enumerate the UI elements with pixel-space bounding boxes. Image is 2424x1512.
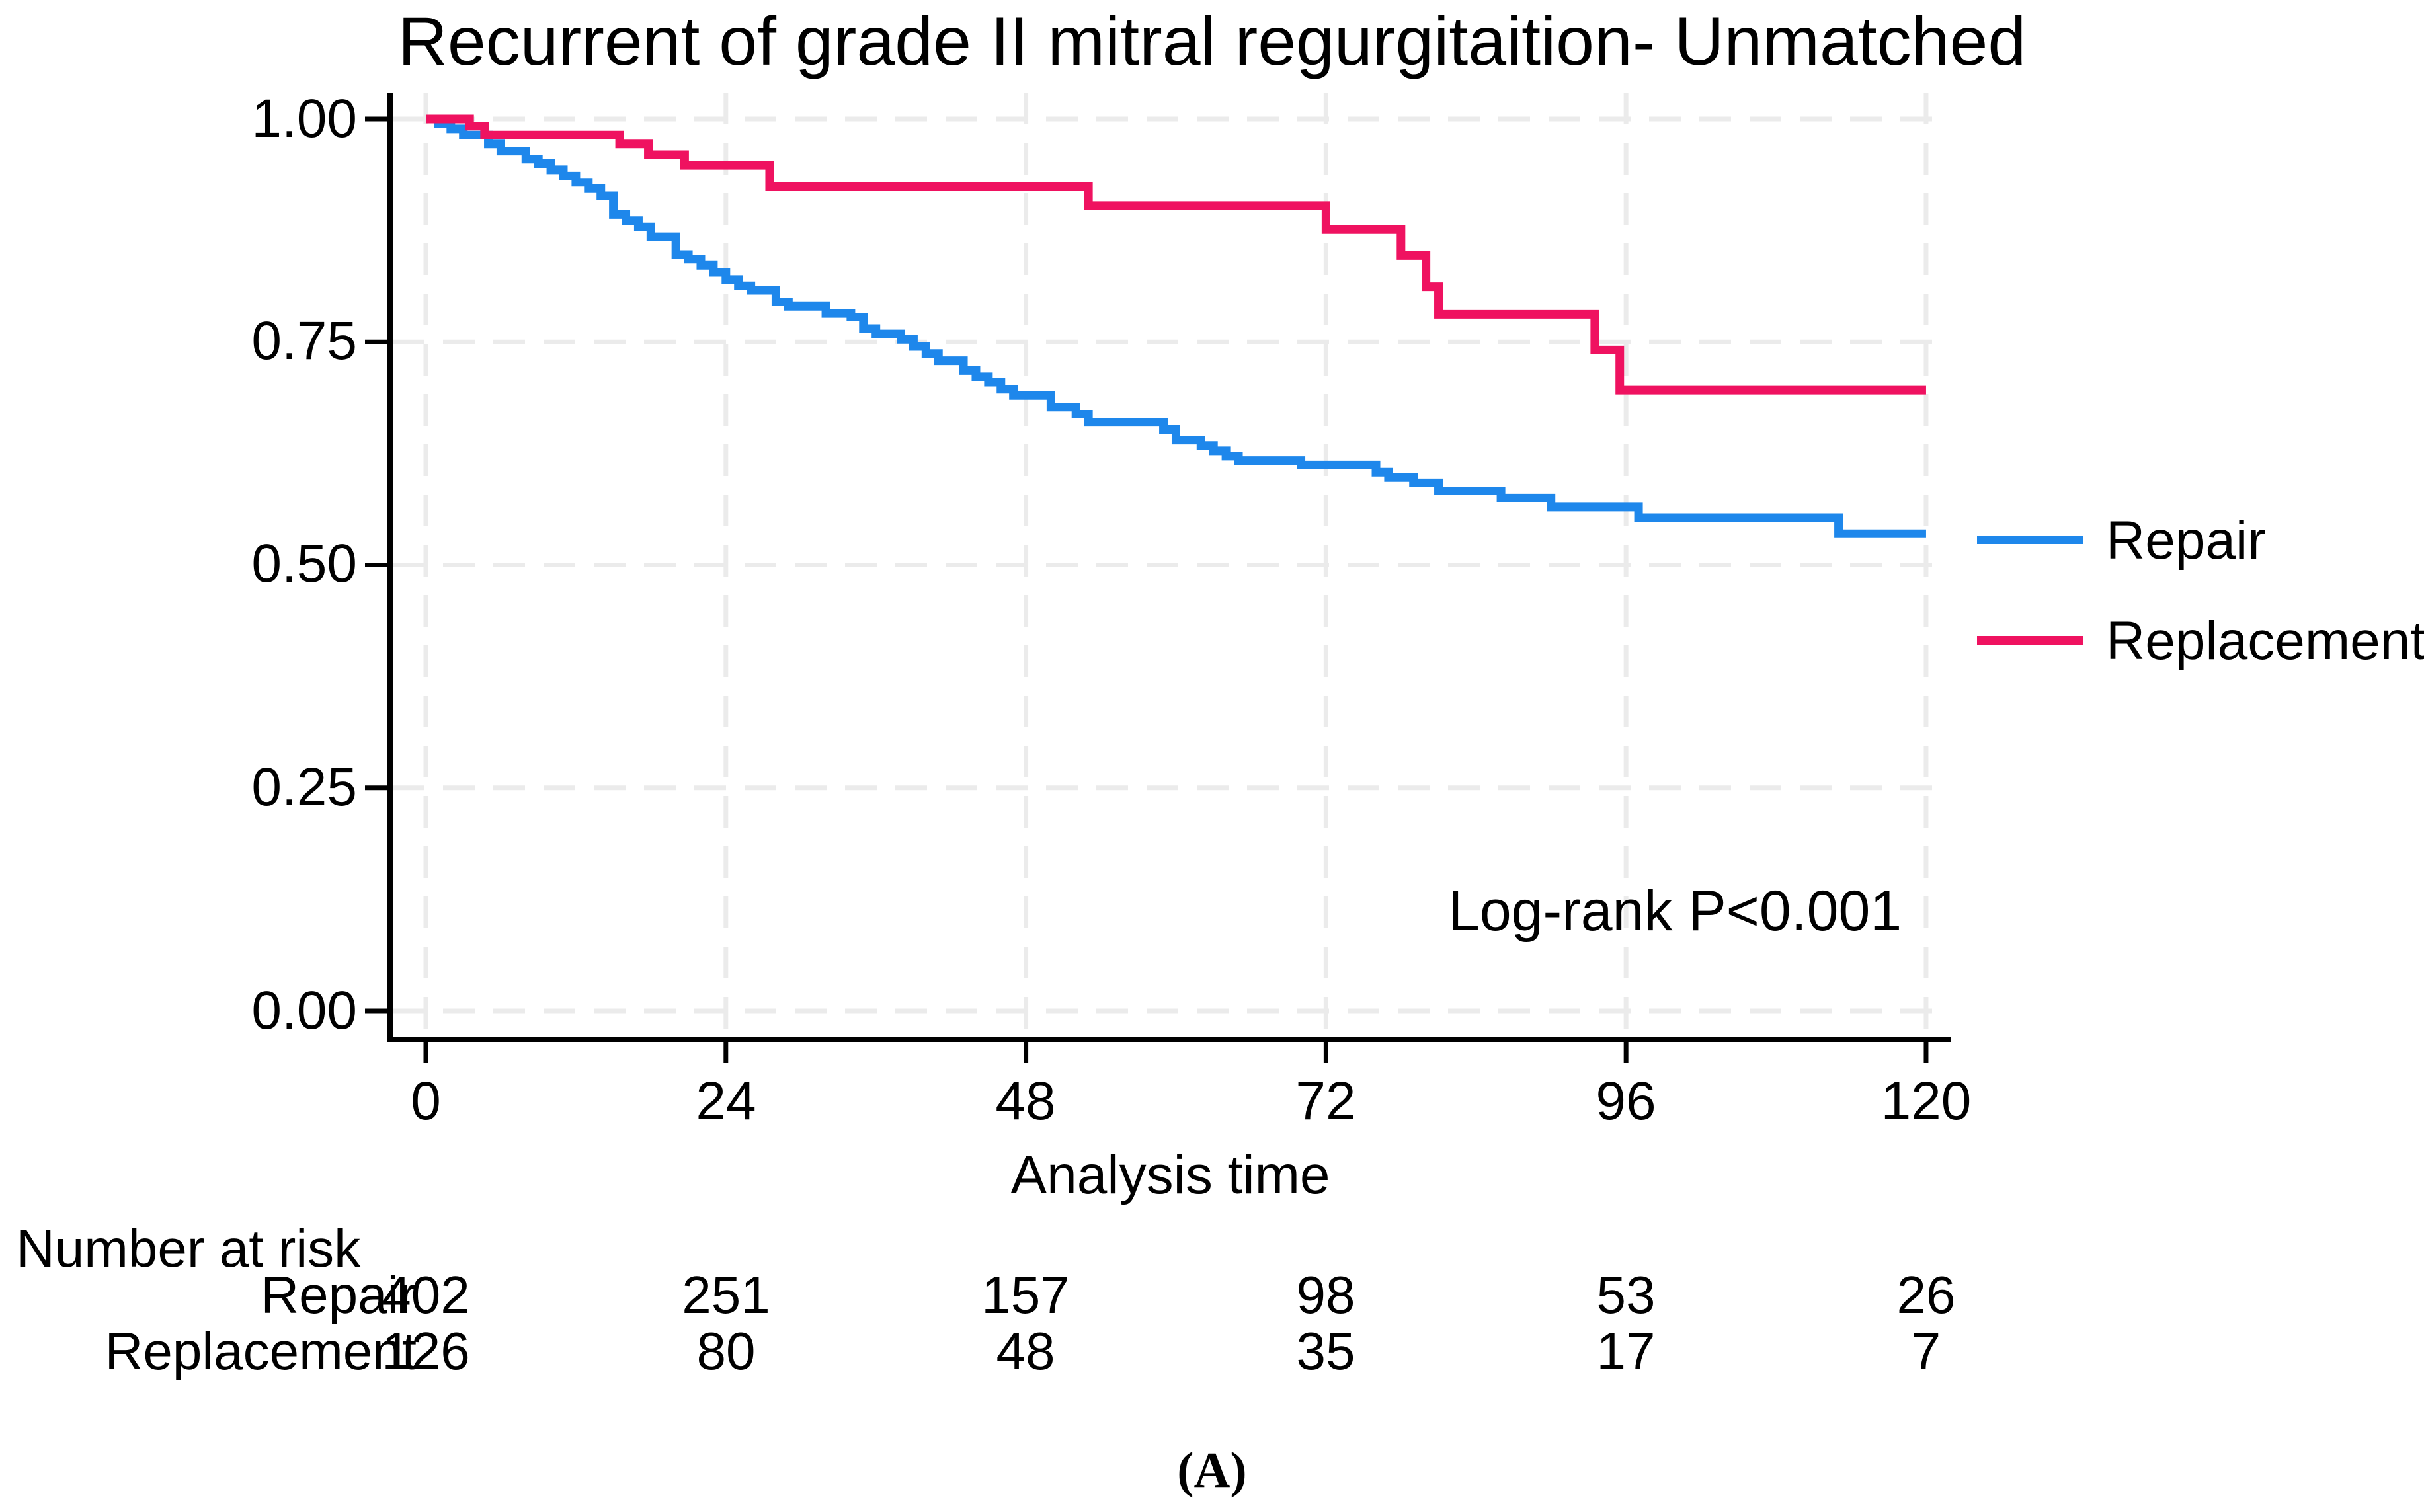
panel-caption: (A) <box>1177 1443 1247 1498</box>
x-tick-label: 120 <box>1880 1071 1972 1131</box>
log-rank-annotation: Log-rank P<0.001 <box>1448 879 1902 943</box>
y-tick-label: 0.25 <box>251 757 357 817</box>
legend-line-repair <box>1977 536 2083 544</box>
risk-value: 157 <box>981 1265 1070 1324</box>
x-tick-label: 24 <box>696 1071 756 1131</box>
risk-value: 53 <box>1596 1265 1656 1324</box>
x-tick-label: 96 <box>1596 1071 1656 1131</box>
y-tick-label: 0.50 <box>251 534 357 594</box>
x-tick-label: 48 <box>995 1071 1056 1131</box>
risk-value: 35 <box>1296 1322 1355 1380</box>
x-tick-label: 72 <box>1295 1071 1356 1131</box>
chart-title: Recurrent of grade II mitral regurgitait… <box>397 3 2027 80</box>
x-axis-title: Analysis time <box>1010 1145 1330 1205</box>
legend-label-replacement: Replacement <box>2106 611 2424 671</box>
km-curve-repair <box>426 114 1926 538</box>
risk-row-label-replacement: Replacement <box>104 1322 417 1380</box>
risk-value: 7 <box>1911 1322 1941 1380</box>
km-curve-replacement <box>426 114 1926 395</box>
risk-value: 98 <box>1296 1265 1355 1324</box>
risk-table-heading: Number at risk <box>17 1219 361 1278</box>
risk-value: 48 <box>996 1322 1055 1380</box>
risk-value: 251 <box>682 1265 770 1324</box>
risk-value: 402 <box>382 1265 470 1324</box>
risk-value: 126 <box>382 1322 470 1380</box>
legend-line-replacement <box>1977 636 2083 645</box>
y-tick-label: 1.00 <box>251 89 357 149</box>
x-tick-label: 0 <box>411 1071 441 1131</box>
y-tick-label: 0.00 <box>251 980 357 1041</box>
y-tick-label: 0.75 <box>251 311 357 371</box>
risk-value: 80 <box>696 1322 756 1380</box>
risk-value: 17 <box>1596 1322 1656 1380</box>
km-plot-canvas <box>365 93 1951 1063</box>
legend-label-repair: Repair <box>2106 510 2266 571</box>
risk-row-label-repair: Repair <box>261 1265 417 1324</box>
risk-value: 26 <box>1896 1265 1956 1324</box>
